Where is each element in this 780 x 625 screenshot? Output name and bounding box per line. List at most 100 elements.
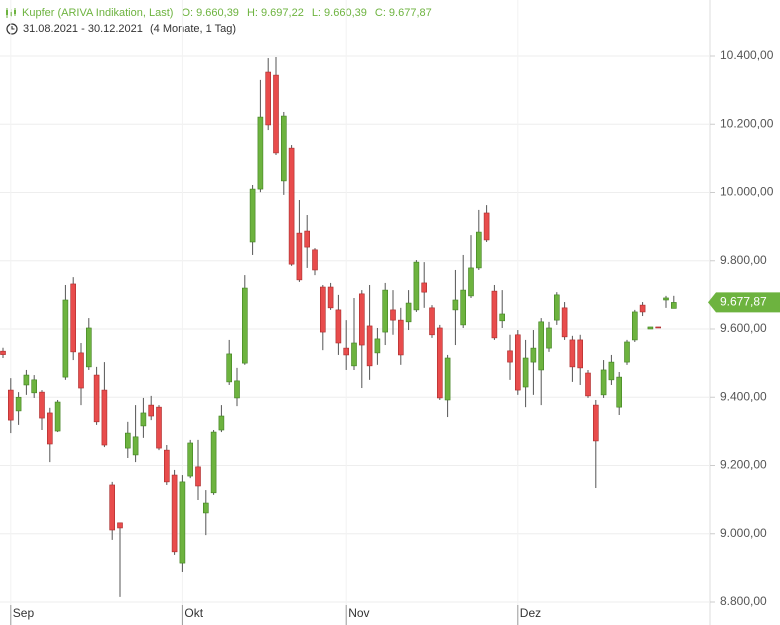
candle-body <box>179 481 186 564</box>
candle-body <box>164 449 170 483</box>
last-price-badge <box>708 292 780 313</box>
candle-body <box>491 290 498 339</box>
candle-body <box>631 311 638 341</box>
candle-body <box>374 338 381 354</box>
candle-body <box>140 412 147 427</box>
x-tick-label: Dez <box>520 606 541 620</box>
y-tick-label: 9.200,00 <box>720 458 767 472</box>
candle-body <box>31 379 38 394</box>
candle-body <box>93 374 100 423</box>
ohlc-label: C: 9.677,87 <box>375 7 432 19</box>
date-range: 31.08.2021 - 30.12.2021 <box>23 23 143 35</box>
candle-body <box>15 396 22 412</box>
candle-body <box>429 307 435 336</box>
candle-body <box>382 289 389 333</box>
candle-body <box>203 502 209 514</box>
candle-body <box>273 74 279 154</box>
candle-body <box>343 347 350 356</box>
clock-icon <box>6 23 18 35</box>
ohlc-label: H: 9.697,22 <box>247 7 304 19</box>
candle-body <box>62 299 69 378</box>
candle-body <box>468 267 474 297</box>
candle-body <box>234 380 240 399</box>
candle-body <box>226 353 232 383</box>
candle-body <box>86 327 92 368</box>
candle-body <box>39 391 45 419</box>
y-tick-label: 9.400,00 <box>720 389 767 403</box>
candle-body <box>592 404 599 442</box>
candle-body <box>577 339 584 369</box>
candle-body <box>0 350 6 355</box>
candle-body <box>210 431 217 494</box>
candle-body <box>553 294 560 321</box>
header: Kupfer (ARIVA Indikation, Last) 31.08.20… <box>6 7 236 35</box>
x-tick-label: Nov <box>348 606 369 620</box>
candle-body <box>483 212 490 241</box>
candle-body <box>663 297 669 301</box>
y-tick-label: 8.800,00 <box>720 594 767 608</box>
candle-body <box>507 350 513 363</box>
candle-body <box>187 442 193 477</box>
candle-body <box>109 484 115 531</box>
candle-body <box>327 286 334 309</box>
candle-body <box>444 357 451 401</box>
candle-body <box>319 286 326 333</box>
candle-body <box>624 341 630 363</box>
y-tick-label: 9.000,00 <box>720 526 767 540</box>
candle-body <box>639 304 646 313</box>
candle-body <box>522 357 529 388</box>
ohlc-label: L: 9.660,39 <box>312 7 367 19</box>
candle-body <box>655 326 662 329</box>
candle-body <box>546 327 552 349</box>
candle-body <box>148 404 154 417</box>
candle-body <box>296 232 303 281</box>
candle-body <box>257 116 264 190</box>
candle-body <box>530 347 537 363</box>
candle-body <box>397 319 404 356</box>
candle-body <box>452 299 459 311</box>
candle-body <box>514 334 521 391</box>
candle-body <box>421 282 428 293</box>
candle-body <box>561 307 568 338</box>
candle-body <box>499 313 506 322</box>
candle-body <box>475 231 482 269</box>
candle-body <box>366 325 373 367</box>
candle-body <box>242 287 248 364</box>
candle-body <box>670 302 677 309</box>
candle-body <box>125 432 131 449</box>
y-tick-label: 10.000,00 <box>720 185 774 199</box>
candle-body <box>288 147 295 265</box>
candle-body <box>132 436 139 456</box>
candle-body <box>101 389 108 446</box>
candle-body <box>616 376 623 408</box>
period: (4 Monate, 1 Tag) <box>150 23 236 35</box>
candle-body <box>600 369 607 396</box>
candle-body <box>23 374 30 386</box>
candle-body <box>156 406 162 449</box>
candle-body <box>312 249 318 271</box>
candle-body <box>413 261 420 311</box>
candle-body <box>54 401 61 432</box>
candle-body <box>569 339 576 368</box>
last-price-label: 9.677,87 <box>720 295 767 309</box>
y-tick-label: 10.400,00 <box>720 48 774 62</box>
x-tick-label: Sep <box>13 606 35 620</box>
candle-body <box>390 309 396 321</box>
candle-body <box>249 188 256 243</box>
candle-body <box>218 415 225 431</box>
candle-body <box>358 293 365 346</box>
candle-body <box>460 289 467 326</box>
candle-body <box>70 283 76 353</box>
candle-body <box>405 302 412 323</box>
y-tick-label: 10.200,00 <box>720 116 774 130</box>
candle-body <box>171 474 178 553</box>
y-tick-label: 9.600,00 <box>720 321 767 335</box>
ohlc-label: O: 9.660,39 <box>181 7 239 19</box>
candle-body <box>335 309 342 344</box>
candle-body <box>608 361 615 381</box>
candle-body <box>46 412 53 445</box>
candle-body <box>538 321 545 371</box>
candle-body <box>351 342 357 367</box>
candle-body <box>647 326 654 330</box>
candle-body <box>304 230 311 248</box>
